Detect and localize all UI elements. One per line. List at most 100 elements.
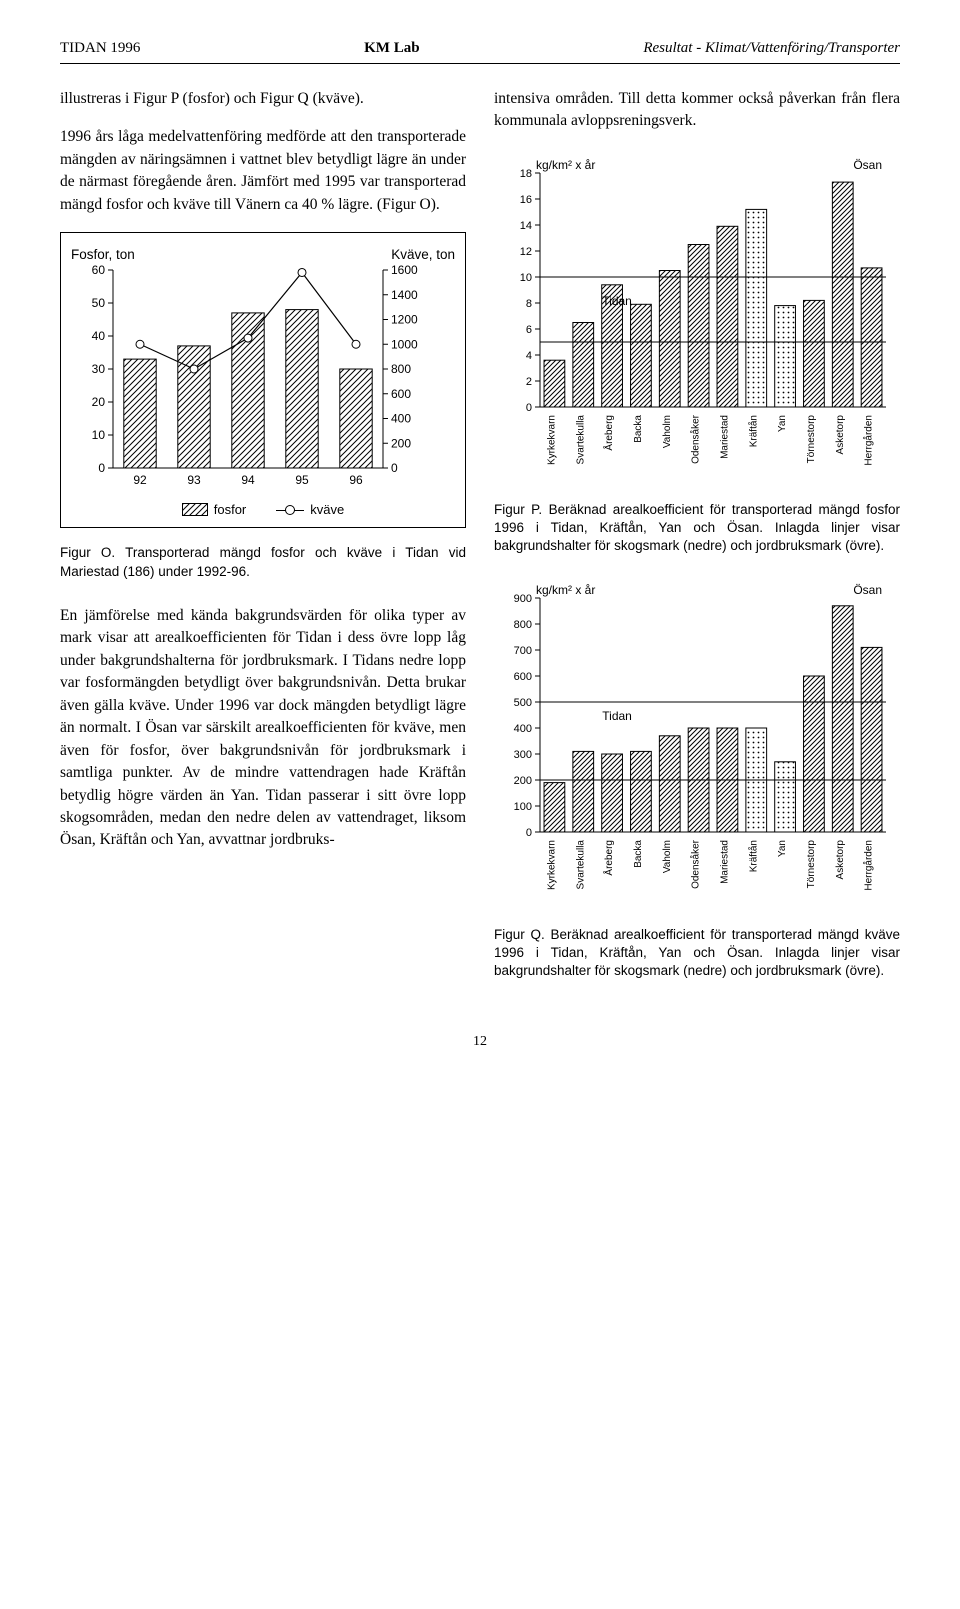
legend-line-marker-icon <box>276 504 304 516</box>
figure-q-chart: 0 100 200 300 400 500 600 700 800 900 kg/km² x år Ö… <box>494 574 900 914</box>
svg-text:300: 300 <box>514 749 532 761</box>
chart-o-svg: 0102030405060020040060080010001200140016… <box>71 264 431 494</box>
svg-text:93: 93 <box>187 473 201 487</box>
svg-text:700: 700 <box>514 645 532 657</box>
svg-text:20: 20 <box>92 395 106 409</box>
svg-text:kg/km² x år: kg/km² x år <box>536 158 595 172</box>
svg-text:40: 40 <box>92 329 106 343</box>
chart-o-left-axis-label: Fosfor, ton <box>71 247 135 262</box>
chart-o-legend: fosfor kväve <box>71 502 455 517</box>
svg-text:12: 12 <box>520 246 532 258</box>
left-para-1: illustreras i Figur P (fosfor) och Figur… <box>60 88 466 110</box>
svg-text:Backa: Backa <box>633 415 644 443</box>
svg-text:500: 500 <box>514 697 532 709</box>
svg-text:8: 8 <box>526 298 532 310</box>
svg-text:400: 400 <box>514 723 532 735</box>
svg-text:Åreberg: Åreberg <box>602 415 615 451</box>
svg-text:400: 400 <box>391 412 411 426</box>
svg-text:Kyrkekvarn: Kyrkekvarn <box>546 415 557 465</box>
svg-text:100: 100 <box>514 801 532 813</box>
legend-label-fosfor: fosfor <box>214 502 247 517</box>
chart-o-right-axis-label: Kväve, ton <box>391 247 455 262</box>
svg-text:800: 800 <box>391 362 411 376</box>
right-column: intensiva områden. Till detta kommer ock… <box>494 88 900 998</box>
svg-text:30: 30 <box>92 362 106 376</box>
svg-text:Yan: Yan <box>777 840 788 857</box>
svg-text:0: 0 <box>391 461 398 475</box>
legend-item-fosfor: fosfor <box>182 502 247 517</box>
svg-text:200: 200 <box>514 775 532 787</box>
svg-text:Kyrkekvarn: Kyrkekvarn <box>546 840 557 890</box>
svg-text:Törnestorp: Törnestorp <box>806 415 817 464</box>
chart-q-svg: 0 100 200 300 400 500 600 700 800 900 kg/km² x år Ö… <box>496 580 896 910</box>
svg-text:Herrgården: Herrgården <box>863 415 875 466</box>
svg-text:Herrgården: Herrgården <box>863 840 875 891</box>
legend-swatch-hatch-icon <box>182 503 208 516</box>
svg-text:10: 10 <box>520 272 532 284</box>
two-column-layout: illustreras i Figur P (fosfor) och Figur… <box>60 88 900 998</box>
figure-q-caption: Figur Q. Beräknad arealkoefficient för t… <box>494 926 900 981</box>
svg-text:Kräftån: Kräftån <box>747 840 759 872</box>
page-number: 12 <box>60 1034 900 1050</box>
left-column: illustreras i Figur P (fosfor) och Figur… <box>60 88 466 998</box>
svg-text:Yan: Yan <box>777 415 788 432</box>
left-para-2: 1996 års låga medelvattenföring medförde… <box>60 126 466 216</box>
header-rule <box>60 63 900 64</box>
svg-text:2: 2 <box>526 376 532 388</box>
svg-text:Ösan: Ösan <box>853 583 882 597</box>
svg-text:1400: 1400 <box>391 288 418 302</box>
svg-text:Backa: Backa <box>633 839 644 867</box>
svg-text:Asketorp: Asketorp <box>835 839 846 879</box>
svg-text:14: 14 <box>520 220 532 232</box>
header-left: TIDAN 1996 <box>60 40 140 57</box>
svg-text:Tidan: Tidan <box>602 294 632 308</box>
figure-o-chart: Fosfor, ton Kväve, ton 01020304050600200… <box>60 232 466 528</box>
svg-text:18: 18 <box>520 168 532 180</box>
svg-text:Kräftån: Kräftån <box>747 415 759 447</box>
svg-text:Svartekulla: Svartekulla <box>575 415 586 465</box>
svg-text:Odensåker: Odensåker <box>690 839 702 889</box>
legend-item-kvave: kväve <box>276 502 344 517</box>
svg-text:600: 600 <box>391 387 411 401</box>
page-header: TIDAN 1996 KM Lab Resultat - Klimat/Vatt… <box>60 40 900 57</box>
svg-text:50: 50 <box>92 296 106 310</box>
figure-p-caption: Figur P. Beräknad arealkoefficient för t… <box>494 501 900 556</box>
svg-text:0: 0 <box>526 402 532 414</box>
svg-text:60: 60 <box>92 264 106 277</box>
svg-text:Vaholm: Vaholm <box>662 840 673 873</box>
chart-p-svg: 0 2 4 6 8 10 12 14 16 18 kg/km² x år Ösan Kyrkekvarn… <box>496 155 896 485</box>
right-para-1: intensiva områden. Till detta kommer ock… <box>494 88 900 133</box>
svg-text:1600: 1600 <box>391 264 418 277</box>
left-para-3: En jämförelse med kända bakgrundsvärden … <box>60 605 466 852</box>
svg-text:94: 94 <box>241 473 255 487</box>
svg-text:95: 95 <box>295 473 309 487</box>
svg-text:10: 10 <box>92 428 106 442</box>
svg-text:Törnestorp: Törnestorp <box>806 839 817 888</box>
svg-text:6: 6 <box>526 324 532 336</box>
header-right: Resultat - Klimat/Vattenföring/Transport… <box>643 40 900 57</box>
svg-text:92: 92 <box>133 473 147 487</box>
svg-text:4: 4 <box>526 350 532 362</box>
svg-text:96: 96 <box>349 473 363 487</box>
svg-text:Åreberg: Åreberg <box>602 840 615 876</box>
svg-text:kg/km² x år: kg/km² x år <box>536 583 595 597</box>
legend-label-kvave: kväve <box>310 502 344 517</box>
svg-text:Vaholm: Vaholm <box>662 415 673 448</box>
svg-text:Mariestad: Mariestad <box>719 415 730 459</box>
svg-text:900: 900 <box>514 593 532 605</box>
header-center: KM Lab <box>364 40 419 57</box>
svg-text:600: 600 <box>514 671 532 683</box>
svg-text:Ösan: Ösan <box>853 158 882 172</box>
svg-text:0: 0 <box>98 461 105 475</box>
svg-text:Tidan: Tidan <box>602 709 632 723</box>
svg-text:1200: 1200 <box>391 313 418 327</box>
svg-text:16: 16 <box>520 194 532 206</box>
svg-text:0: 0 <box>526 827 532 839</box>
svg-text:1000: 1000 <box>391 338 418 352</box>
svg-text:800: 800 <box>514 619 532 631</box>
svg-text:Svartekulla: Svartekulla <box>575 839 586 889</box>
svg-text:Odensåker: Odensåker <box>690 414 702 464</box>
svg-text:Asketorp: Asketorp <box>835 415 846 455</box>
svg-text:Mariestad: Mariestad <box>719 840 730 884</box>
figure-p-chart: 0 2 4 6 8 10 12 14 16 18 kg/km² x år Ösan Kyrkekvarn… <box>494 149 900 489</box>
